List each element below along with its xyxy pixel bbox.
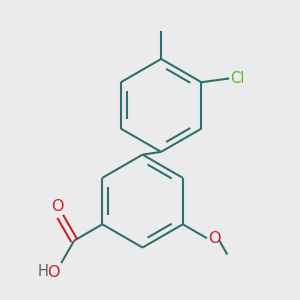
Text: Cl: Cl — [230, 71, 244, 86]
Text: O: O — [51, 199, 64, 214]
Text: H: H — [37, 264, 48, 279]
Text: O: O — [47, 265, 59, 280]
Text: O: O — [208, 231, 220, 246]
